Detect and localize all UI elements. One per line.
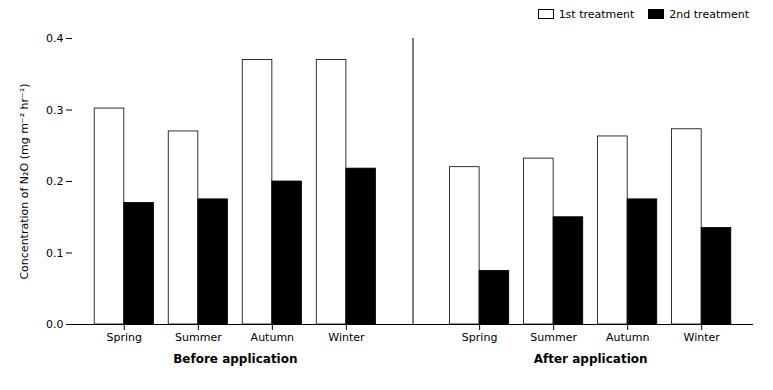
svg-text:Autumn: Autumn [251,331,294,344]
svg-text:Concentration of N₂O (mg m⁻² h: Concentration of N₂O (mg m⁻² hr⁻¹) [18,83,31,279]
svg-text:0.0: 0.0 [46,318,64,331]
svg-text:Spring: Spring [107,331,143,344]
svg-text:0.3: 0.3 [46,104,64,117]
svg-text:Autumn: Autumn [606,331,649,344]
svg-text:Winter: Winter [684,331,721,344]
svg-text:0.4: 0.4 [46,32,64,45]
svg-text:Winter: Winter [328,331,365,344]
svg-text:Spring: Spring [462,331,498,344]
svg-text:Summer: Summer [530,331,577,344]
svg-text:0.2: 0.2 [46,175,64,188]
svg-text:Summer: Summer [175,331,222,344]
html-text:1st treatment: 1st treatment [558,7,635,21]
html-text:2nd treatment: 2nd treatment [669,7,749,21]
svg-text:After application: After application [534,352,648,366]
svg-text:Before application: Before application [173,352,297,366]
svg-text:0.1: 0.1 [46,247,64,260]
